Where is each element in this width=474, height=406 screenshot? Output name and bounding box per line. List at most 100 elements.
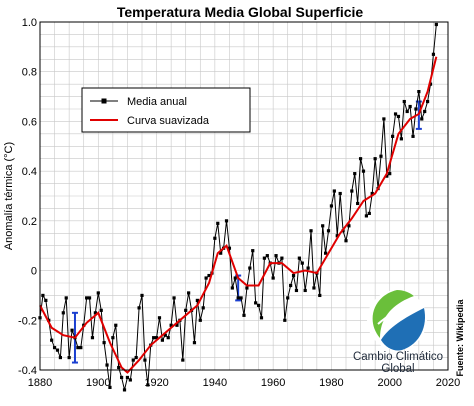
data-point (306, 266, 310, 270)
data-point (67, 355, 71, 360)
data-point (379, 154, 383, 158)
data-point (96, 291, 100, 295)
data-point (184, 308, 188, 312)
data-point (172, 296, 176, 300)
data-point (216, 221, 220, 225)
y-tick-label: -0.2 (18, 315, 37, 327)
data-point (434, 22, 438, 27)
data-point (154, 336, 159, 340)
data-point (224, 219, 229, 223)
data-point (411, 134, 415, 138)
data-point (350, 189, 354, 193)
data-point (152, 336, 156, 340)
data-point (55, 348, 60, 352)
data-point (300, 261, 304, 265)
chart-title: Temperatura Media Global Superficie (117, 4, 364, 20)
data-point (283, 318, 287, 322)
logo-line-1: Cambio Climático (352, 351, 444, 363)
data-point (405, 109, 409, 114)
data-point (52, 346, 57, 350)
data-point (428, 82, 433, 86)
data-point (213, 236, 217, 240)
x-tick-label: 1940 (203, 377, 227, 389)
y-axis-label: Anomalía térmica (°C) (3, 142, 15, 250)
data-point (61, 311, 65, 315)
data-point (426, 99, 430, 104)
data-point (353, 172, 357, 176)
source-note: Fuente: Wikipedia (455, 299, 465, 377)
data-point (297, 256, 301, 260)
data-point (105, 363, 109, 367)
data-point (204, 276, 208, 280)
data-point (128, 378, 132, 382)
data-point (370, 191, 374, 196)
data-point (79, 346, 83, 350)
data-point (356, 201, 360, 206)
data-point (111, 336, 115, 340)
y-tick-label: 0 (31, 266, 37, 278)
data-point (321, 224, 325, 228)
data-point (382, 117, 386, 121)
data-point (175, 323, 179, 327)
data-point (219, 251, 223, 255)
data-point (318, 293, 322, 298)
data-point (385, 174, 389, 178)
data-point (239, 296, 243, 300)
series-line-smoothed (39, 56, 438, 374)
data-point (93, 311, 97, 315)
data-point (166, 336, 170, 340)
data-point (338, 191, 342, 196)
data-point (242, 313, 246, 317)
data-point (417, 90, 421, 94)
data-point (414, 107, 418, 111)
data-point (70, 328, 74, 332)
data-point (169, 323, 173, 327)
data-point (236, 296, 240, 300)
data-point (271, 276, 275, 280)
data-point (160, 338, 164, 342)
x-tick-label: 1980 (319, 377, 343, 389)
data-point (423, 109, 427, 114)
data-point (157, 316, 162, 320)
plot-frame (39, 21, 449, 371)
data-point (364, 214, 368, 218)
data-point (227, 246, 232, 250)
x-tick-label: 2020 (436, 377, 460, 389)
data-point (108, 385, 112, 389)
data-point (396, 114, 401, 119)
data-point (64, 296, 68, 300)
logo-text: Cambio Climático Global (352, 351, 444, 375)
data-point (201, 306, 205, 310)
data-point (195, 298, 199, 302)
data-point (367, 211, 371, 215)
data-point (303, 288, 307, 293)
data-point (143, 358, 147, 362)
data-point (140, 293, 144, 298)
data-point (402, 99, 406, 104)
y-tick-label: 0.4 (22, 166, 37, 178)
data-point (326, 229, 331, 233)
data-point (294, 288, 299, 293)
y-tick-label: 0.6 (22, 116, 37, 128)
data-point (50, 338, 54, 342)
data-point (181, 358, 185, 362)
data-point (198, 318, 202, 322)
y-tick-label: 0.8 (22, 67, 37, 79)
tick-labels: 1880 1900 1920 1940 1960 1980 2000 2020 -0.4 -0.2… (18, 17, 460, 389)
data-point (262, 256, 266, 260)
legend-marker-annual (101, 98, 107, 104)
data-point (245, 286, 249, 290)
data-point (358, 157, 363, 161)
data-point (361, 169, 366, 173)
logo-emblem-icon (367, 290, 427, 351)
data-point (137, 306, 141, 310)
data-point (309, 229, 313, 233)
data-point (251, 249, 255, 253)
data-point (120, 375, 124, 380)
y-tick-label: -0.4 (18, 365, 37, 377)
y-tick-label: 0.2 (22, 216, 37, 228)
data-point (291, 273, 296, 278)
x-tick-label: 1900 (86, 377, 110, 389)
data-point (289, 283, 293, 288)
